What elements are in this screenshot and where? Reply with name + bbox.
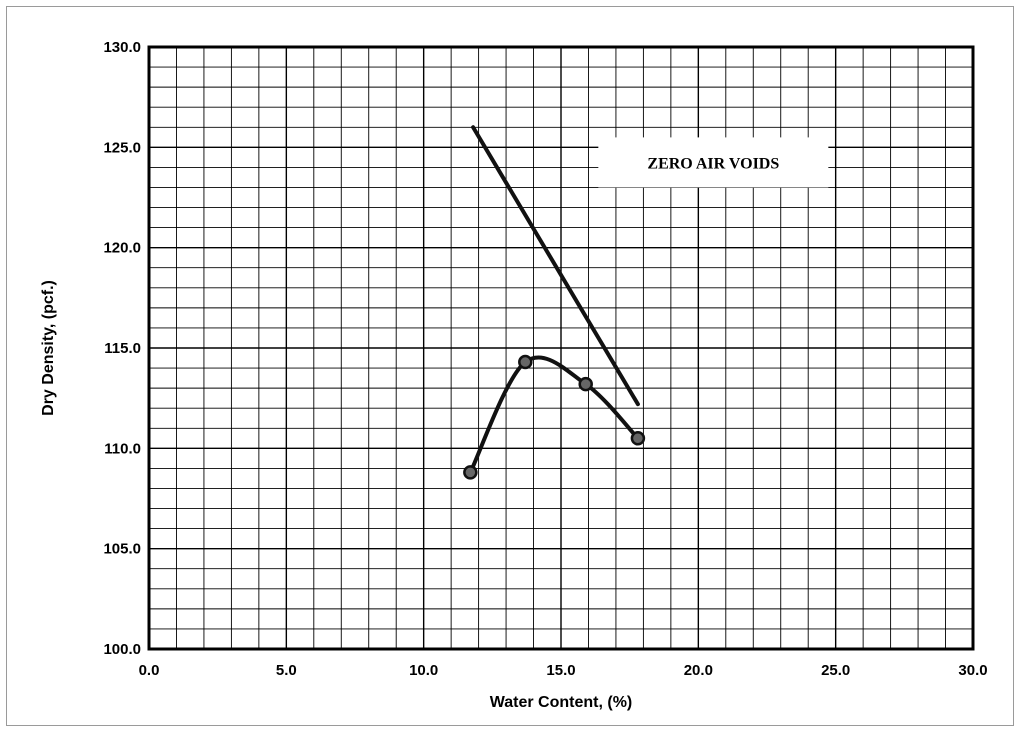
x-tick-label: 0.0: [139, 662, 160, 679]
data-points: [463, 354, 646, 480]
y-tick-label: 115.0: [104, 340, 141, 357]
gridlines: [149, 47, 973, 649]
y-tick-label: 100.0: [103, 641, 141, 658]
compaction-data-point: [463, 465, 478, 480]
zero-air-voids-line: [471, 125, 640, 407]
chart: 100.0 105.0 110.0 115.0 120.0 125.0 130.0 0.0 5…: [40, 39, 988, 711]
x-axis-title: Water Content, (%): [490, 694, 633, 711]
x-tick-label: 5.0: [276, 662, 297, 679]
y-tick-label: 105.0: [103, 541, 141, 558]
compaction-data-point: [518, 354, 533, 370]
x-tick-label: 25.0: [821, 662, 850, 679]
compaction-data-point: [630, 431, 646, 446]
plot-area-border: [147, 45, 975, 651]
y-tick-label: 125.0: [103, 139, 141, 156]
zero-air-voids-label: ZERO AIR VOIDS: [647, 155, 779, 172]
annotation-box: [598, 137, 829, 188]
compaction-curve-line: [468, 355, 640, 475]
x-axis-tick-labels: 0.0 5.0 10.0 15.0 20.0 25.0 30.0: [139, 662, 988, 679]
y-tick-label: 130.0: [103, 39, 141, 56]
x-tick-label: 20.0: [684, 662, 713, 679]
x-tick-label: 30.0: [958, 662, 987, 679]
x-tick-label: 10.0: [409, 662, 438, 679]
x-tick-label: 15.0: [546, 662, 575, 679]
annotations: ZERO AIR VOIDS: [598, 137, 829, 188]
y-axis-tick-labels: 100.0 105.0 110.0 115.0 120.0 125.0 130.0: [103, 39, 141, 658]
compaction-data-point: [578, 376, 593, 392]
chart-frame: 100.0 105.0 110.0 115.0 120.0 125.0 130.0 0.0 5…: [6, 6, 1014, 726]
y-tick-label: 120.0: [103, 240, 141, 257]
y-tick-label: 110.0: [104, 440, 141, 457]
series-lines: [468, 125, 640, 475]
y-axis-title: Dry Density, (pcf.): [40, 280, 57, 416]
